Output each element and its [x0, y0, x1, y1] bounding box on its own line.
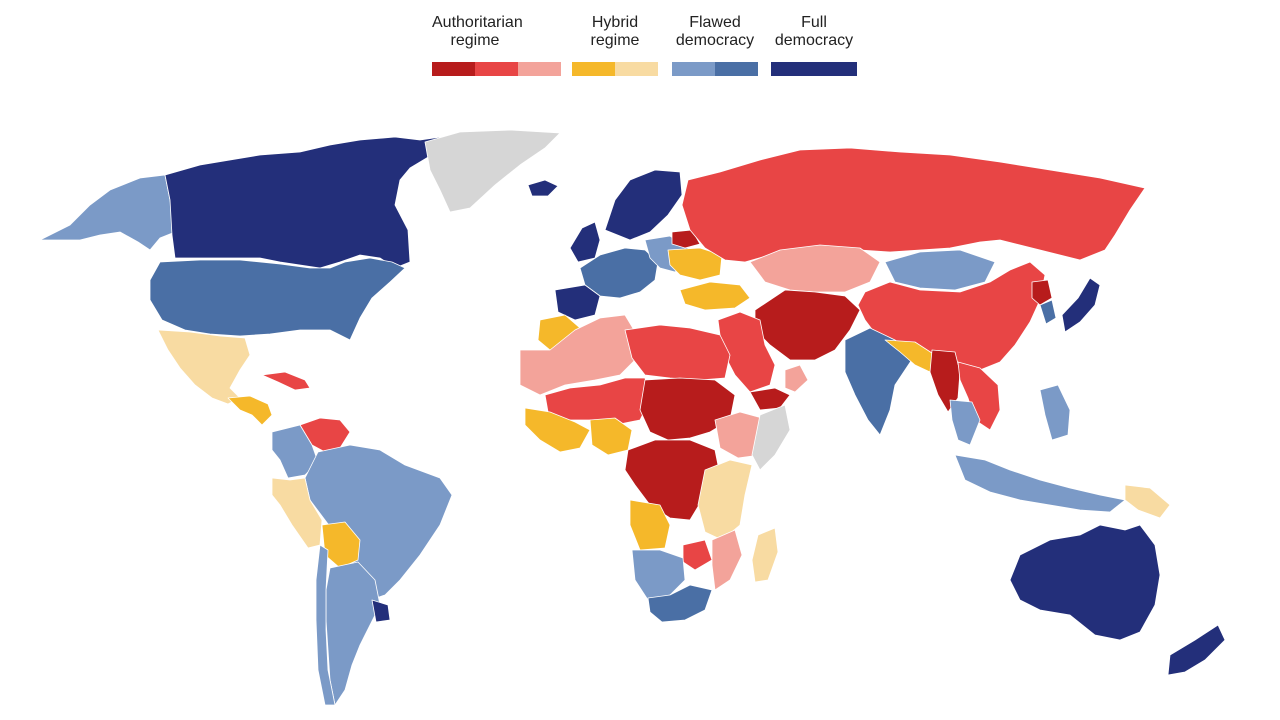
- legend-swatch-full: [771, 62, 857, 76]
- region-chile[interactable]: [315, 544, 336, 706]
- region-usa[interactable]: [149, 257, 406, 341]
- legend-swatch-flawed-dark: [715, 62, 758, 76]
- region-yemen[interactable]: [749, 387, 791, 411]
- region-west-africa-coast[interactable]: [524, 407, 591, 453]
- region-north-korea[interactable]: [1031, 279, 1053, 306]
- region-cuba[interactable]: [261, 371, 311, 391]
- legend-swatch-authoritarian-light: [518, 62, 561, 76]
- legend-swatch-hybrid-dark: [572, 62, 615, 76]
- region-mexico[interactable]: [157, 329, 251, 405]
- legend-label-flawed: Flawed democracy: [675, 14, 755, 49]
- region-nigeria[interactable]: [589, 417, 633, 456]
- region-oman[interactable]: [784, 364, 809, 393]
- region-greenland[interactable]: [424, 129, 561, 213]
- region-somalia[interactable]: [751, 404, 791, 471]
- region-angola[interactable]: [629, 499, 671, 551]
- region-australia[interactable]: [1009, 524, 1161, 641]
- region-uruguay[interactable]: [371, 599, 391, 623]
- region-southeast-asia[interactable]: [949, 399, 981, 446]
- region-iceland[interactable]: [527, 179, 559, 197]
- legend-swatches-hybrid: [572, 62, 658, 76]
- region-southern-africa[interactable]: [647, 584, 713, 623]
- legend-label-full: Full democracy: [774, 14, 854, 49]
- legend-label-authoritarian: Authoritarian regime: [432, 14, 523, 49]
- region-ukraine[interactable]: [667, 247, 723, 281]
- region-east-africa[interactable]: [697, 459, 753, 541]
- region-png[interactable]: [1124, 484, 1171, 519]
- region-iran-afghanistan[interactable]: [754, 289, 861, 361]
- legend-swatch-flawed-light: [672, 62, 715, 76]
- region-new-zealand[interactable]: [1167, 624, 1226, 676]
- region-madagascar[interactable]: [751, 527, 779, 583]
- region-mongolia[interactable]: [884, 249, 996, 291]
- region-turkey[interactable]: [679, 281, 751, 311]
- region-iberia[interactable]: [554, 284, 601, 321]
- region-indonesia[interactable]: [954, 454, 1126, 513]
- region-kazakhstan[interactable]: [749, 244, 881, 293]
- region-argentina[interactable]: [325, 561, 381, 706]
- region-philippines[interactable]: [1039, 384, 1071, 441]
- region-brazil[interactable]: [304, 444, 453, 601]
- region-namibia-botswana[interactable]: [631, 549, 686, 601]
- region-canada[interactable]: [164, 134, 456, 269]
- legend-swatch-authoritarian-medium: [475, 62, 518, 76]
- legend: Authoritarian regime Hybrid regime Flawe…: [432, 14, 862, 78]
- legend-swatch-hybrid-light: [615, 62, 658, 76]
- region-venezuela[interactable]: [299, 417, 351, 453]
- legend-swatches-full: [771, 62, 857, 76]
- region-colombia[interactable]: [271, 424, 319, 479]
- region-uk[interactable]: [569, 221, 601, 263]
- region-india[interactable]: [844, 327, 916, 436]
- legend-label-hybrid: Hybrid regime: [590, 14, 640, 49]
- region-central-america[interactable]: [227, 395, 273, 426]
- legend-swatches-authoritarian: [432, 62, 561, 76]
- region-central-africa[interactable]: [624, 439, 721, 521]
- region-vietnam-laos[interactable]: [957, 361, 1001, 431]
- legend-swatch-authoritarian-dark: [432, 62, 475, 76]
- region-japan[interactable]: [1061, 277, 1101, 333]
- region-mozambique[interactable]: [711, 529, 743, 591]
- region-belarus[interactable]: [671, 229, 701, 249]
- legend-swatches-flawed: [672, 62, 758, 76]
- region-sudan-chad[interactable]: [639, 377, 736, 441]
- region-alaska[interactable]: [39, 174, 176, 251]
- region-korea[interactable]: [1039, 299, 1057, 325]
- region-scandinavia[interactable]: [604, 169, 683, 241]
- region-zimbabwe[interactable]: [682, 539, 713, 571]
- map-regions: [39, 129, 1226, 706]
- region-russia[interactable]: [681, 147, 1146, 263]
- region-libya-egypt[interactable]: [624, 324, 731, 381]
